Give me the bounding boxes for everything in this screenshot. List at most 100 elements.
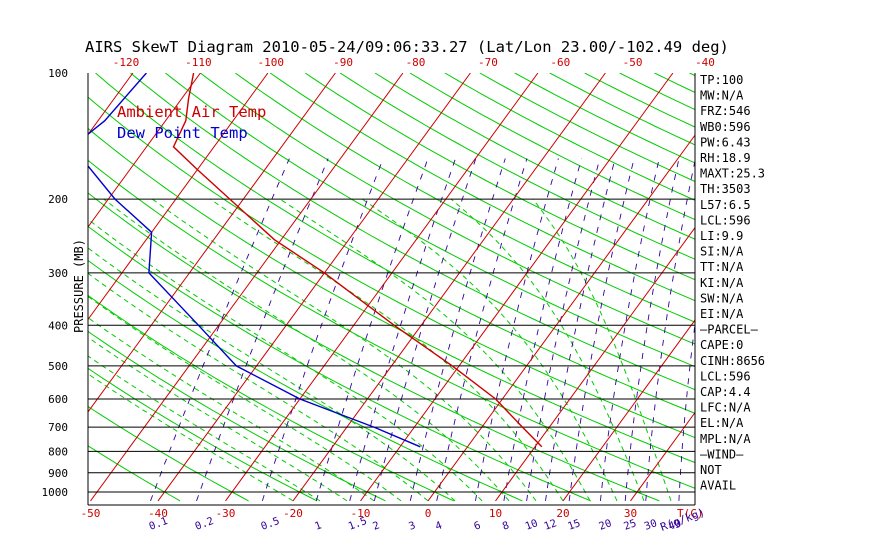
panel-line: SW:N/A [700,291,744,305]
panel-line: MPL:N/A [700,432,751,446]
mixing-ratio-label: 8 [501,519,511,532]
mixing-ratio-label: 0.5 [259,515,281,533]
dry-adiabat [200,73,695,345]
mixing-ratio-label: 15 [566,517,582,533]
panel-line: CINH:8656 [700,354,765,368]
dry-adiabat [409,73,695,221]
mixing-ratio-line [526,158,601,501]
x-unit-label: T(C) [677,507,704,520]
mixing-ratio-label: 20 [597,517,613,533]
profile-series [88,73,543,448]
panel-line: RH:18.9 [700,151,751,165]
temp-tick-label: 10 [489,507,502,520]
top-temp-tick-label: -60 [550,56,570,69]
top-temp-tick-label: -120 [113,56,140,69]
dry-adiabat [339,73,695,260]
panel-line: TH:3503 [700,182,751,196]
moist-adiabat [88,247,456,502]
moist-adiabat [103,198,510,502]
panel-line: WB0:596 [700,120,751,134]
panel-line: MW:N/A [700,89,744,103]
dry-adiabat [759,73,870,501]
dry-adiabat [130,73,695,391]
dew-point-temp-line [88,73,421,448]
isotherm [427,134,695,502]
moist-adiabat [532,198,672,502]
isotherm [360,73,674,502]
panel-line: —PARCEL— [700,323,759,337]
pressure-tick-label: 200 [48,193,68,206]
isotherm [495,226,695,502]
moist-adiabat [210,198,564,502]
top-temp-tick-label: -50 [623,56,643,69]
panel-line: MAXT:25.3 [700,167,765,181]
temp-tick-label: 20 [556,507,569,520]
panel-line: L57:6.5 [700,198,751,212]
isotherm [0,73,65,501]
mixing-ratio-label: 3 [407,519,417,532]
pressure-tick-label: 1000 [42,486,69,499]
panel-line: TP:100 [700,73,743,87]
mixing-ratio-line [196,158,329,502]
dry-adiabats [88,73,870,502]
mixing-ratio-line [624,158,680,501]
isotherm [88,73,269,321]
isotherm [88,73,336,413]
mixing-ratio-line [315,158,429,502]
isotherm [88,73,134,136]
temp-tick-label: -40 [148,507,168,520]
mixing-ratio-line [373,158,477,502]
top-temp-tick-label: -80 [406,56,426,69]
mixing-ratio-label: 2 [371,519,381,532]
isotherm [562,319,695,502]
pressure-tick-label: 300 [48,267,68,280]
panel-line: CAP:4.4 [700,385,751,399]
mixing-ratio-line [349,158,456,502]
temp-tick-label: -50 [81,507,101,520]
top-temp-tick-label: -100 [258,56,285,69]
mixing-ratio-line [409,158,506,501]
isotherm [157,73,471,502]
dry-adiabat [269,73,695,302]
pressure-tick-label: 700 [48,421,68,434]
temp-tick-label: 0 [425,507,432,520]
panel-line: LFC:N/A [700,401,751,415]
temp-tick-label: -20 [283,507,303,520]
panel-line: KI:N/A [700,276,744,290]
legend-ambient-air-temp: Ambient Air Temp [117,103,266,121]
mixing-ratio-label: 12 [542,517,558,533]
dry-adiabat [549,73,695,146]
moist-adiabat [88,373,294,502]
dry-adiabat [235,73,695,323]
isotherm [630,411,695,502]
moist-adiabat [88,272,429,502]
mixing-ratio-line [261,158,384,502]
dry-adiabat [304,73,695,281]
dry-adiabat [88,405,249,502]
dry-adiabat [88,225,591,502]
temp-tick-label: -30 [216,507,236,520]
dry-adiabat [88,192,660,502]
temp-tick-label: 30 [624,507,637,520]
legend-dew-point-temp: Dew Point Temp [117,124,248,142]
mixing-ratio-line [474,158,559,501]
top-temp-tick-label: -90 [333,56,353,69]
pressure-tick-label: 500 [48,360,68,373]
temp-tick-label: -10 [351,507,371,520]
moist-adiabat [88,336,348,502]
dry-adiabat [444,73,695,201]
pressure-tick-label: 600 [48,393,68,406]
moist-adiabat [361,198,618,502]
mixing-ratio-label: 40 [667,517,683,533]
panel-line: LCL:596 [700,369,751,383]
mixing-ratio-label: 4 [434,519,444,532]
dry-adiabat [514,73,695,164]
isobars [88,198,695,493]
pressure-tick-label: 400 [48,319,68,332]
panel-line: LCL:596 [700,213,751,227]
dry-adiabat [88,259,523,502]
dry-adiabat [95,73,695,414]
moist-adiabat [279,198,591,502]
